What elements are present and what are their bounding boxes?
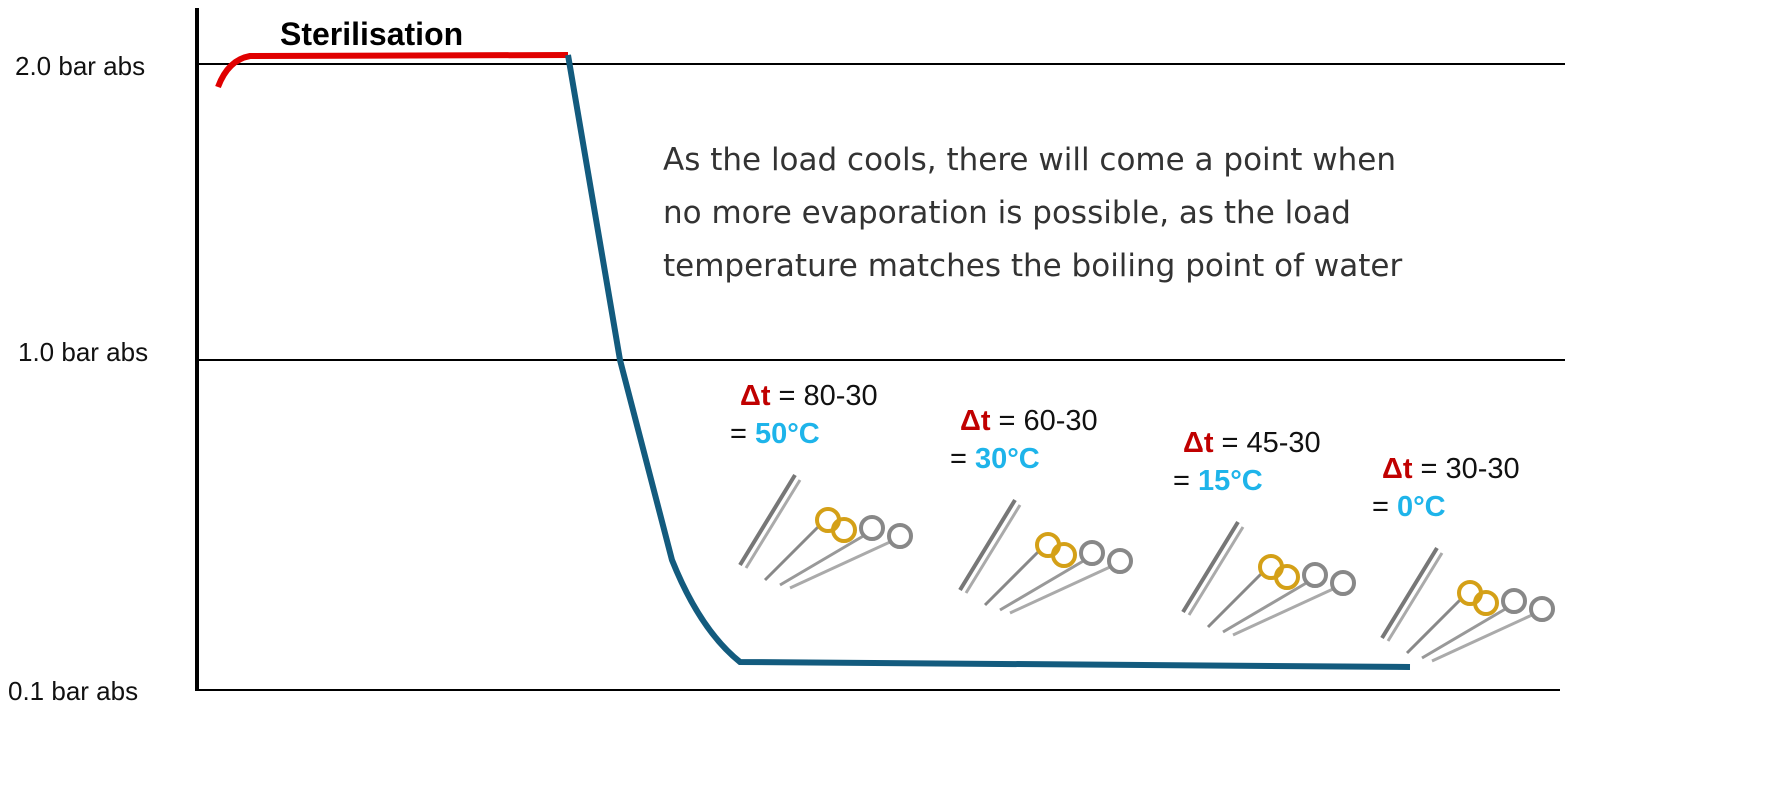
axis-label: 0.1 bar abs: [8, 676, 138, 706]
delta-expression: = 80-30: [779, 380, 878, 412]
instrument-image: [1380, 546, 1555, 663]
note-line: temperature matches the boiling point of…: [663, 248, 1402, 284]
delta-prefix: =: [1173, 465, 1190, 497]
delta-result: 15°C: [1198, 465, 1263, 497]
delta-item: Δt = 80-30 = 50°C: [730, 380, 913, 590]
axis-label: 1.0 bar abs: [18, 337, 148, 367]
delta-item: Δt = 45-30 = 15°C: [1173, 427, 1356, 637]
cooling-curve: [565, 54, 1411, 670]
delta-result: 50°C: [755, 418, 820, 450]
delta-expression: = 30-30: [1421, 453, 1520, 485]
sterilisation-curve: [215, 52, 569, 89]
delta-symbol: Δt: [1382, 453, 1413, 485]
delta-symbol: Δt: [1183, 427, 1214, 459]
delta-result-line: = 30°C: [950, 443, 1040, 475]
delta-result: 0°C: [1397, 491, 1446, 523]
delta-line: Δt = 80-30: [740, 380, 878, 412]
delta-item: Δt = 60-30 = 30°C: [950, 405, 1133, 615]
delta-expression: = 60-30: [999, 405, 1098, 437]
delta-symbol: Δt: [740, 380, 771, 412]
delta-result-line: = 50°C: [730, 418, 820, 450]
delta-result-line: = 0°C: [1372, 491, 1446, 523]
instrument-image: [738, 473, 913, 590]
delta-result: 30°C: [975, 443, 1040, 475]
delta-line: Δt = 60-30: [960, 405, 1098, 437]
delta-result-line: = 15°C: [1173, 465, 1263, 497]
delta-item: Δt = 30-30 = 0°C: [1372, 453, 1555, 663]
delta-prefix: =: [730, 418, 747, 450]
axis-label: 2.0 bar abs: [15, 51, 145, 81]
delta-group-list: Δt = 80-30= 50°C Δt = 60-30= 30°C Δt = 45-30= 15…: [730, 380, 1555, 663]
delta-prefix: =: [1372, 491, 1389, 523]
instrument-image: [958, 498, 1133, 615]
phase-label: Sterilisation: [280, 16, 463, 52]
delta-line: Δt = 30-30: [1382, 453, 1520, 485]
delta-line: Δt = 45-30: [1183, 427, 1321, 459]
delta-expression: = 45-30: [1222, 427, 1321, 459]
note-line: As the load cools, there will come a poi…: [663, 142, 1396, 178]
instrument-image: [1181, 520, 1356, 637]
note-line: no more evaporation is possible, as the …: [663, 195, 1351, 231]
delta-prefix: =: [950, 443, 967, 475]
delta-symbol: Δt: [960, 405, 991, 437]
